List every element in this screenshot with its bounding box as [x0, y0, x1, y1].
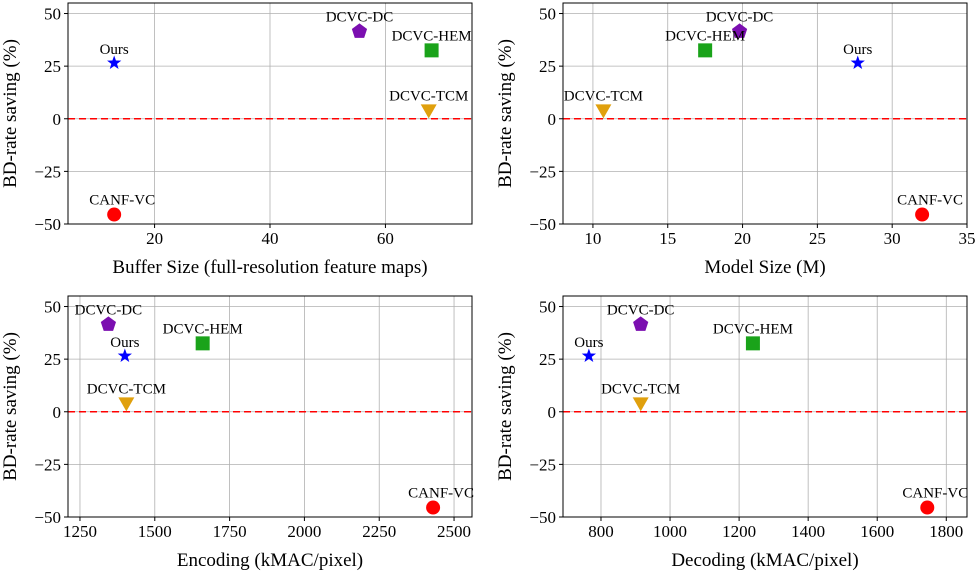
- x-tick-label: 25: [809, 229, 826, 248]
- y-tick-label: 0: [548, 110, 557, 129]
- point-dcvc-dc: [633, 316, 649, 331]
- x-tick-label: 2250: [362, 522, 396, 541]
- x-tick-label: 1600: [860, 522, 894, 541]
- point-ours: [850, 55, 865, 70]
- point-label-dcvc-hem: DCVC-HEM: [392, 28, 472, 44]
- axes-frame: [67, 295, 473, 518]
- x-axis-label: Encoding (kMAC/pixel): [177, 550, 363, 571]
- x-axis-label: Decoding (kMAC/pixel): [671, 550, 858, 571]
- x-tick-label: 1400: [791, 522, 825, 541]
- point-dcvc-dc: [731, 23, 748, 38]
- axes-frame: [562, 295, 968, 518]
- y-axis-label: BD-rate saving (%): [495, 332, 516, 481]
- y-tick-label: 0: [53, 403, 62, 422]
- point-dcvc-tcm: [118, 397, 135, 412]
- y-tick-label: 50: [44, 5, 61, 24]
- subplot-3: 1250 1500 1750 2000 2250 2500 50 25 0 −25 −50 Encod…: [0, 295, 474, 571]
- point-label-ours: Ours: [574, 335, 603, 351]
- point-label-dcvc-dc: DCVC-DC: [607, 302, 675, 318]
- point-dcvc-dc: [100, 316, 117, 331]
- point-label-dcvc-hem: DCVC-HEM: [665, 28, 745, 44]
- x-tick-label: 15: [659, 229, 676, 248]
- point-label-dcvc-tcm: DCVC-TCM: [601, 381, 680, 397]
- point-label-dcvc-tcm: DCVC-TCM: [87, 381, 166, 397]
- point-dcvc-hem: [195, 336, 210, 351]
- y-tick-label: 50: [539, 298, 556, 317]
- y-tick-label: −25: [529, 455, 556, 474]
- x-axis-label: Buffer Size (full-resolution feature map…: [112, 257, 427, 278]
- point-label-ours: Ours: [843, 42, 872, 58]
- point-ours: [117, 348, 132, 363]
- point-label-canf-vc: CANF-VC: [408, 486, 474, 502]
- point-label-dcvc-dc: DCVC-DC: [75, 302, 143, 318]
- point-label-dcvc-dc: DCVC-DC: [706, 9, 774, 25]
- y-tick-label: 25: [44, 57, 61, 76]
- y-tick-label: 50: [44, 298, 61, 317]
- axes-frame: [562, 2, 968, 225]
- y-tick-label: 50: [539, 5, 556, 24]
- x-tick-label: 30: [884, 229, 901, 248]
- y-axis-label: BD-rate saving (%): [495, 39, 516, 188]
- y-axis-label: BD-rate saving (%): [0, 39, 21, 188]
- x-tick-label: 20: [146, 229, 163, 248]
- x-tick-label: 60: [377, 229, 394, 248]
- subplot-1: 20 40 60 50 25 0 −25 −50 Buffer Size (full-resol…: [0, 2, 473, 278]
- x-tick-label: 35: [959, 229, 976, 248]
- y-tick-label: −50: [529, 215, 556, 234]
- subplot-4: 800 1000 1200 1400 1600 1800 50 25 0 −25 −50 Decodi…: [495, 295, 968, 571]
- x-tick-label: 10: [584, 229, 601, 248]
- point-label-dcvc-tcm: DCVC-TCM: [389, 88, 468, 104]
- x-tick-label: 1250: [63, 522, 97, 541]
- x-tick-label: 1750: [213, 522, 247, 541]
- x-tick-label: 2500: [437, 522, 471, 541]
- x-tick-label: 40: [262, 229, 279, 248]
- y-tick-label: −25: [34, 162, 61, 181]
- y-tick-label: −25: [529, 162, 556, 181]
- point-label-dcvc-hem: DCVC-HEM: [163, 321, 243, 337]
- x-tick-label: 1800: [929, 522, 963, 541]
- y-tick-label: −50: [34, 508, 61, 527]
- y-tick-label: 25: [539, 350, 556, 369]
- point-label-canf-vc: CANF-VC: [902, 486, 968, 502]
- x-tick-label: 800: [588, 522, 614, 541]
- subplot-2: 10 15 20 25 30 35 50 25 0 −25 −50 Model Size (M) BD-…: [495, 2, 976, 278]
- point-dcvc-tcm: [420, 104, 437, 119]
- point-dcvc-hem: [745, 336, 760, 351]
- point-label-dcvc-hem: DCVC-HEM: [713, 321, 793, 337]
- point-label-dcvc-dc: DCVC-DC: [326, 9, 394, 25]
- y-tick-label: 0: [548, 403, 557, 422]
- x-tick-label: 1500: [138, 522, 172, 541]
- x-tick-label: 1200: [722, 522, 756, 541]
- y-tick-label: −50: [529, 508, 556, 527]
- x-tick-label: 2000: [287, 522, 321, 541]
- point-canf-vc: [107, 207, 122, 222]
- point-label-ours: Ours: [100, 42, 129, 58]
- point-label-canf-vc: CANF-VC: [89, 193, 155, 209]
- point-canf-vc: [426, 500, 441, 515]
- x-tick-label: 1000: [653, 522, 687, 541]
- point-dcvc-hem: [698, 43, 713, 58]
- x-tick-label: 20: [734, 229, 751, 248]
- y-tick-label: 0: [53, 110, 62, 129]
- point-dcvc-dc: [351, 23, 368, 38]
- point-dcvc-tcm: [632, 397, 649, 412]
- point-dcvc-tcm: [595, 104, 612, 119]
- point-dcvc-hem: [424, 43, 439, 58]
- point-ours: [581, 348, 597, 363]
- y-tick-label: 25: [44, 350, 61, 369]
- point-label-dcvc-tcm: DCVC-TCM: [564, 88, 643, 104]
- x-axis-label: Model Size (M): [704, 257, 825, 278]
- y-tick-label: −25: [34, 455, 61, 474]
- point-canf-vc: [915, 207, 930, 222]
- point-ours: [107, 55, 122, 70]
- point-label-ours: Ours: [110, 335, 139, 351]
- y-tick-label: 25: [539, 57, 556, 76]
- point-label-canf-vc: CANF-VC: [897, 193, 963, 209]
- y-axis-label: BD-rate saving (%): [0, 332, 21, 481]
- y-tick-label: −50: [34, 215, 61, 234]
- point-canf-vc: [920, 500, 935, 515]
